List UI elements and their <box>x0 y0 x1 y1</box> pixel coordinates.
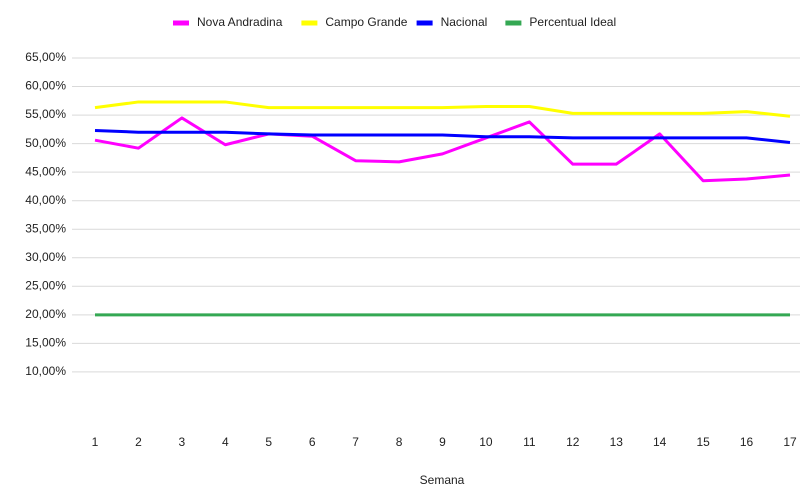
x-tick-label: 8 <box>396 435 403 449</box>
y-tick-label: 35,00% <box>25 221 66 235</box>
x-tick-label: 3 <box>179 435 186 449</box>
y-tick-label: 15,00% <box>25 336 66 350</box>
x-tick-label: 10 <box>479 435 493 449</box>
legend-label: Nova Andradina <box>197 15 283 29</box>
x-tick-label: 14 <box>653 435 667 449</box>
x-tick-label: 17 <box>783 435 797 449</box>
legend-label: Percentual Ideal <box>529 15 616 29</box>
y-tick-label: 20,00% <box>25 307 66 321</box>
y-tick-label: 45,00% <box>25 164 66 178</box>
line-series <box>94 116 791 183</box>
x-tick-label: 7 <box>352 435 359 449</box>
x-tick-label: 2 <box>135 435 142 449</box>
x-axis-title: Semana <box>420 473 465 487</box>
x-tick-label: 6 <box>309 435 316 449</box>
y-tick-label: 30,00% <box>25 250 66 264</box>
y-tick-label: 55,00% <box>25 107 66 121</box>
x-tick-label: 4 <box>222 435 229 449</box>
x-tick-label: 12 <box>566 435 580 449</box>
x-tick-label: 5 <box>265 435 272 449</box>
y-tick-label: 60,00% <box>25 79 66 93</box>
y-tick-label: 50,00% <box>25 136 66 150</box>
legend-label: Campo Grande <box>325 15 407 29</box>
line-series <box>94 100 791 118</box>
y-tick-label: 40,00% <box>25 193 66 207</box>
legend-label: Nacional <box>441 15 488 29</box>
x-tick-label: 13 <box>610 435 624 449</box>
line-series <box>94 128 791 144</box>
y-tick-label: 25,00% <box>25 278 66 292</box>
x-tick-label: 15 <box>696 435 710 449</box>
y-tick-label: 65,00% <box>25 50 66 64</box>
x-tick-label: 11 <box>523 435 536 449</box>
x-tick-label: 1 <box>92 435 99 449</box>
x-tick-label: 9 <box>439 435 446 449</box>
y-tick-label: 10,00% <box>25 364 66 378</box>
x-tick-label: 16 <box>740 435 754 449</box>
